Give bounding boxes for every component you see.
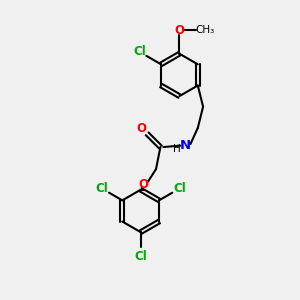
Text: O: O — [137, 122, 147, 135]
Text: N: N — [180, 139, 191, 152]
Text: CH₃: CH₃ — [196, 25, 215, 35]
Text: O: O — [139, 178, 148, 191]
Text: Cl: Cl — [134, 250, 147, 263]
Text: Cl: Cl — [174, 182, 186, 195]
Text: Cl: Cl — [95, 182, 108, 195]
Text: Cl: Cl — [133, 45, 146, 58]
Text: O: O — [174, 24, 184, 37]
Text: H: H — [173, 144, 181, 154]
